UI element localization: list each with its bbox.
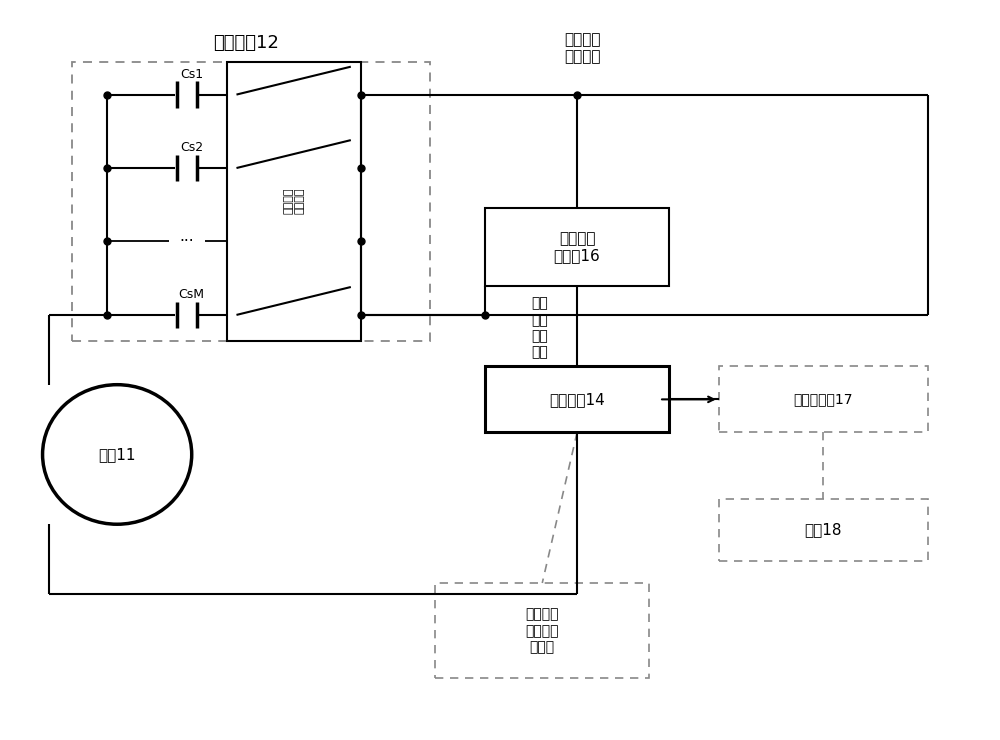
Bar: [72, 61, 430, 340]
Bar: [485, 209, 669, 286]
Text: 处理芯煇14: 处理芯煇14: [549, 392, 605, 407]
Bar: [485, 366, 669, 432]
Text: 电氁18: 电氁18: [804, 522, 842, 537]
Bar: [719, 499, 928, 561]
Text: Cs2: Cs2: [180, 141, 203, 154]
Bar: [435, 583, 649, 679]
Text: 调谐电容12: 调谐电容12: [213, 34, 279, 53]
Text: 可供用户
控制的选
择界面: 可供用户 控制的选 择界面: [526, 608, 559, 654]
Text: 发送
线圈
控制
信号: 发送 线圈 控制 信号: [531, 297, 548, 359]
Text: CsM: CsM: [179, 288, 205, 301]
Text: ···: ···: [179, 234, 194, 249]
Text: 调谐电容
选择信号: 调谐电容 选择信号: [565, 32, 601, 64]
Text: Cs1: Cs1: [180, 67, 203, 81]
Bar: [227, 61, 361, 340]
Text: 发送线圈
控制全16: 发送线圈 控制全16: [554, 231, 600, 263]
Text: 调谐电容
选择单元: 调谐电容 选择单元: [283, 188, 305, 215]
Text: 线圈11: 线圈11: [98, 447, 136, 462]
Text: 电量检查模17: 电量检查模17: [793, 392, 853, 406]
Bar: [719, 366, 928, 432]
